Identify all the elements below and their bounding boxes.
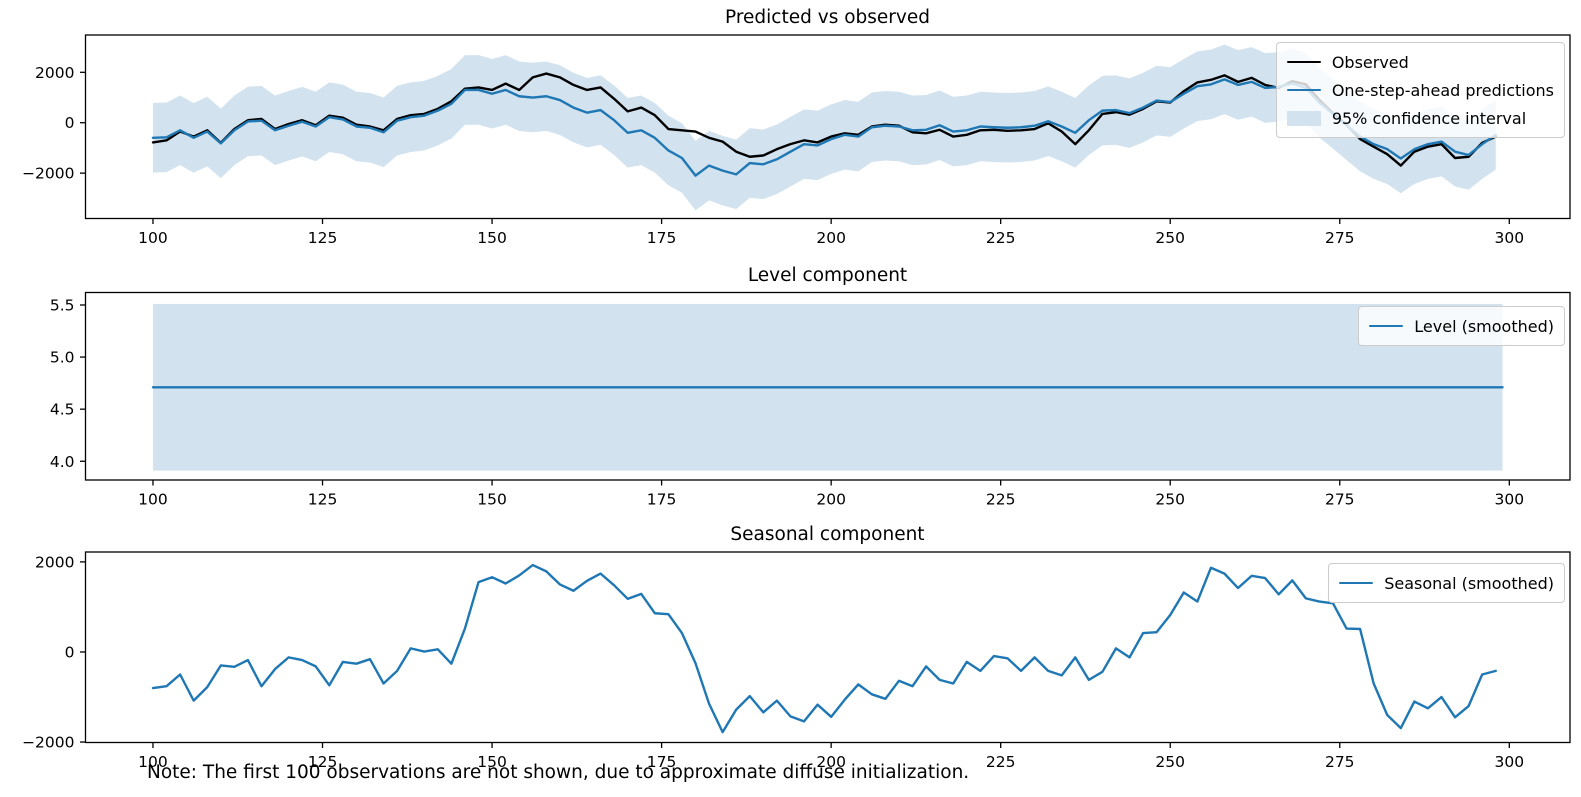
svg-text:275: 275 [1325, 491, 1355, 509]
legend-level-component: Level (smoothed) [1358, 306, 1565, 346]
svg-text:−2000: −2000 [22, 165, 74, 183]
svg-text:175: 175 [647, 229, 677, 247]
confidence-band-swatch [1286, 110, 1321, 126]
chart-title-predicted-vs-observed: Predicted vs observed [725, 7, 930, 28]
legend-label-observed: Observed [1331, 52, 1409, 72]
svg-text:5.0: 5.0 [50, 349, 75, 367]
svg-text:4.5: 4.5 [50, 401, 75, 419]
svg-text:225: 225 [986, 229, 1016, 247]
legend-label-level: Level (smoothed) [1414, 316, 1554, 336]
svg-text:4.0: 4.0 [50, 453, 75, 471]
legend-entry-predictions: One-step-ahead predictions [1286, 76, 1554, 104]
prediction-line-swatch [1286, 88, 1321, 92]
svg-text:150: 150 [477, 753, 507, 771]
svg-text:225: 225 [986, 753, 1016, 771]
svg-text:300: 300 [1495, 491, 1525, 509]
svg-text:300: 300 [1495, 753, 1525, 771]
svg-text:200: 200 [816, 229, 846, 247]
svg-text:100: 100 [138, 229, 168, 247]
svg-text:175: 175 [647, 491, 677, 509]
svg-text:125: 125 [308, 753, 338, 771]
svg-text:100: 100 [138, 753, 168, 771]
svg-text:200: 200 [816, 753, 846, 771]
svg-text:150: 150 [477, 229, 507, 247]
svg-text:125: 125 [308, 229, 338, 247]
svg-text:250: 250 [1155, 491, 1185, 509]
svg-text:2000: 2000 [35, 64, 74, 82]
figure-note: Note: The first 100 observations are not… [147, 762, 970, 783]
legend-predicted-vs-observed: Observed One-step-ahead predictions 95% … [1275, 42, 1565, 138]
seasonal-line-swatch [1339, 581, 1374, 585]
legend-entry-confidence-interval: 95% confidence interval [1286, 104, 1554, 132]
svg-text:0: 0 [65, 114, 75, 132]
legend-entry-level: Level (smoothed) [1369, 312, 1554, 340]
svg-text:125: 125 [308, 491, 338, 509]
svg-text:175: 175 [647, 753, 677, 771]
svg-text:225: 225 [986, 491, 1016, 509]
svg-text:250: 250 [1155, 753, 1185, 771]
svg-text:200: 200 [816, 491, 846, 509]
svg-text:250: 250 [1155, 229, 1185, 247]
chart-title-level-component: Level component [747, 265, 908, 286]
svg-text:5.5: 5.5 [50, 297, 75, 315]
legend-entry-seasonal: Seasonal (smoothed) [1339, 569, 1554, 597]
svg-text:0: 0 [65, 643, 75, 661]
legend-entry-observed: Observed [1286, 48, 1554, 76]
legend-label-predictions: One-step-ahead predictions [1331, 80, 1554, 100]
legend-label-seasonal: Seasonal (smoothed) [1384, 573, 1554, 593]
svg-text:275: 275 [1325, 753, 1355, 771]
legend-seasonal-component: Seasonal (smoothed) [1328, 563, 1565, 603]
legend-label-confidence-interval: 95% confidence interval [1331, 108, 1527, 128]
svg-text:300: 300 [1495, 229, 1525, 247]
svg-text:−2000: −2000 [22, 734, 74, 752]
svg-text:150: 150 [477, 491, 507, 509]
observed-line-swatch [1286, 60, 1321, 64]
svg-text:275: 275 [1325, 229, 1355, 247]
svg-text:2000: 2000 [35, 553, 74, 571]
level-line-swatch [1369, 324, 1404, 328]
svg-text:100: 100 [138, 491, 168, 509]
chart-title-seasonal-component: Seasonal component [730, 524, 925, 545]
